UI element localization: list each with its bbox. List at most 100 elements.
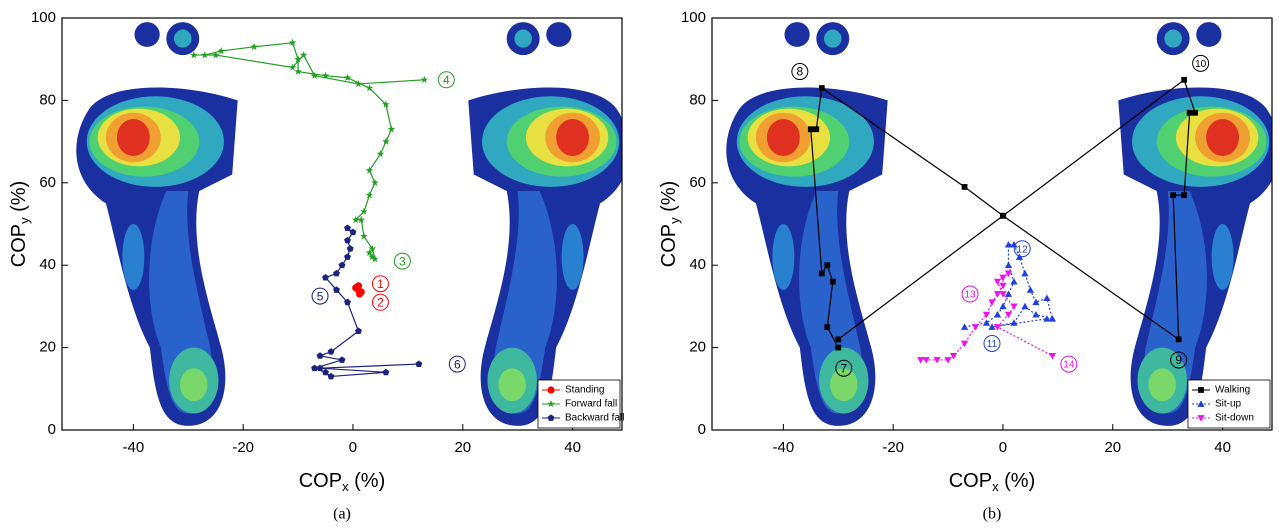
annotation-circle bbox=[393, 252, 411, 270]
annotation-circle bbox=[1060, 355, 1078, 373]
marker bbox=[1021, 302, 1029, 310]
marker bbox=[917, 357, 925, 364]
marker bbox=[288, 38, 297, 46]
marker bbox=[338, 356, 346, 363]
y-label-unit: (%) bbox=[8, 181, 30, 218]
marker bbox=[999, 291, 1007, 298]
legend: Standing Forward fall Backward fall bbox=[537, 379, 624, 429]
marker bbox=[351, 215, 360, 224]
x-label-unit: (%) bbox=[349, 470, 386, 492]
x-tick-label: 40 bbox=[564, 439, 581, 456]
marker bbox=[189, 51, 198, 59]
marker bbox=[310, 71, 319, 79]
marker bbox=[824, 324, 831, 330]
series-line bbox=[964, 244, 1054, 328]
marker bbox=[382, 368, 390, 376]
legend-label: Standing bbox=[565, 385, 604, 396]
marker bbox=[344, 298, 351, 306]
marker bbox=[818, 85, 825, 91]
marker bbox=[999, 274, 1007, 282]
annotation: 13 bbox=[964, 290, 976, 301]
marker bbox=[322, 273, 329, 281]
marker bbox=[382, 100, 390, 108]
y-tick-label: 20 bbox=[39, 339, 56, 356]
marker bbox=[1004, 270, 1013, 278]
marker bbox=[960, 323, 969, 330]
marker bbox=[1197, 415, 1205, 422]
annotation-circle bbox=[1192, 54, 1210, 72]
annotation-circle bbox=[983, 334, 1001, 352]
x-label-sub: x bbox=[992, 479, 999, 494]
annotation-circle bbox=[371, 293, 389, 311]
marker bbox=[365, 166, 374, 174]
annotation: 8 bbox=[796, 65, 803, 79]
marker bbox=[376, 150, 385, 158]
marker bbox=[333, 286, 340, 293]
marker bbox=[344, 224, 351, 232]
annotation: 14 bbox=[1063, 360, 1075, 371]
annotation-circle bbox=[1013, 240, 1031, 258]
marker bbox=[365, 248, 374, 257]
y-label-main: COP bbox=[658, 224, 680, 267]
x-tick-label: 20 bbox=[1104, 439, 1121, 456]
marker bbox=[961, 184, 968, 190]
marker bbox=[1010, 303, 1018, 310]
marker bbox=[322, 368, 329, 376]
marker bbox=[344, 236, 351, 244]
marker bbox=[354, 79, 363, 88]
annotation: 1 bbox=[377, 277, 384, 291]
marker bbox=[1010, 278, 1018, 285]
marker bbox=[1004, 261, 1013, 269]
marker bbox=[311, 364, 318, 372]
marker bbox=[1021, 269, 1029, 277]
y-tick-label: 40 bbox=[39, 256, 56, 273]
annotation: 9 bbox=[1175, 353, 1182, 367]
y-axis-label: COPy (%) bbox=[658, 181, 682, 268]
marker bbox=[1004, 290, 1013, 297]
marker bbox=[365, 84, 374, 92]
marker bbox=[824, 262, 831, 269]
marker bbox=[371, 178, 379, 187]
marker bbox=[1175, 336, 1182, 343]
marker bbox=[547, 386, 555, 394]
y-tick-label: 60 bbox=[39, 174, 56, 191]
marker bbox=[294, 67, 302, 75]
y-label-sub: y bbox=[17, 217, 32, 224]
legend-label: Sit-up bbox=[1215, 399, 1242, 410]
marker bbox=[1181, 192, 1188, 199]
marker bbox=[999, 302, 1007, 310]
annotation-circle bbox=[835, 359, 853, 377]
annotation: 5 bbox=[317, 289, 324, 303]
marker bbox=[294, 55, 302, 63]
annotation: 12 bbox=[1017, 244, 1029, 255]
x-tick-label: 0 bbox=[999, 439, 1007, 456]
foot-heatmap bbox=[726, 22, 1272, 426]
marker bbox=[835, 336, 842, 343]
marker bbox=[420, 75, 429, 84]
marker bbox=[922, 357, 930, 364]
marker bbox=[355, 290, 364, 298]
marker bbox=[818, 270, 825, 277]
marker bbox=[1186, 109, 1193, 116]
marker bbox=[217, 47, 225, 55]
marker bbox=[988, 323, 996, 330]
y-tick-label: 100 bbox=[681, 9, 706, 26]
marker bbox=[1181, 76, 1188, 83]
marker bbox=[1048, 352, 1056, 360]
y-label-unit: (%) bbox=[658, 181, 680, 218]
x-label-sub: x bbox=[342, 479, 349, 494]
annotation: 11 bbox=[987, 339, 998, 350]
marker bbox=[368, 253, 376, 261]
marker bbox=[988, 299, 996, 306]
plot-area bbox=[76, 22, 622, 426]
marker bbox=[1043, 294, 1051, 302]
x-tick-label: -20 bbox=[882, 439, 904, 456]
x-tick-label: -40 bbox=[773, 439, 795, 456]
marker bbox=[829, 278, 836, 285]
right-foot bbox=[1118, 22, 1272, 426]
marker bbox=[999, 282, 1007, 290]
marker bbox=[360, 207, 368, 215]
axes-frame bbox=[711, 17, 1273, 431]
marker bbox=[993, 278, 1002, 286]
marker bbox=[933, 357, 941, 364]
